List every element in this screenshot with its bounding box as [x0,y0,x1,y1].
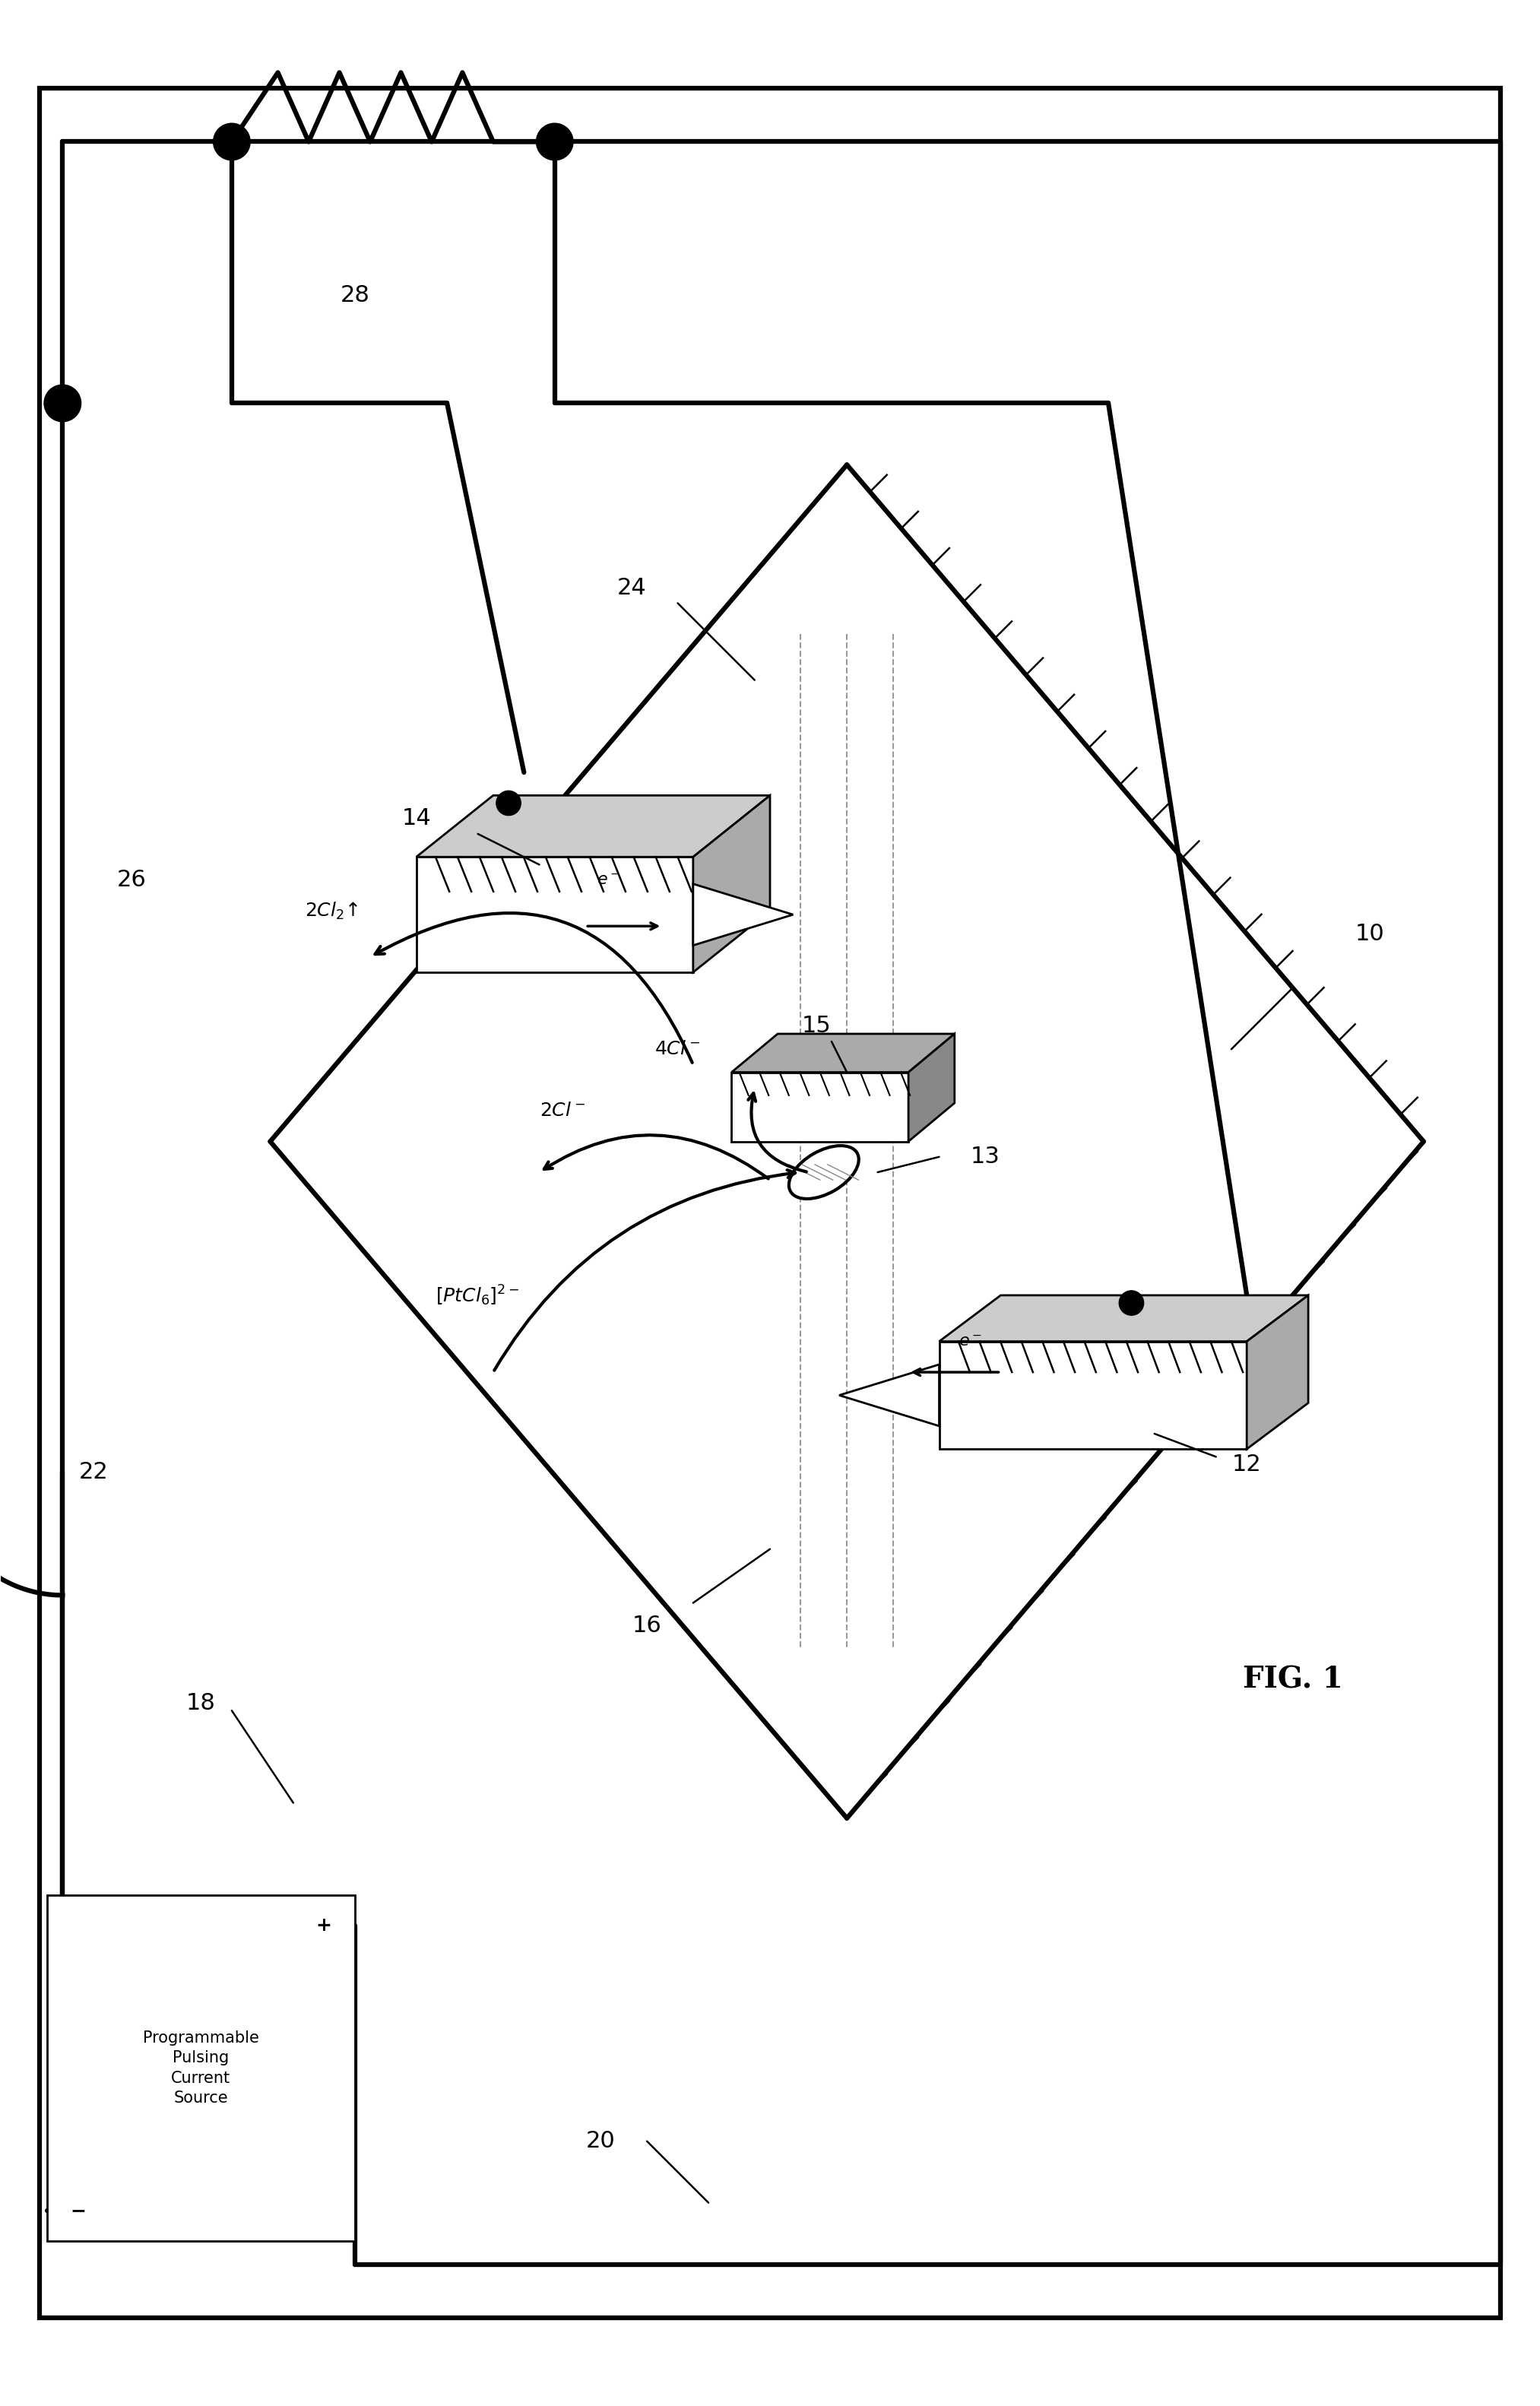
Text: 28: 28 [340,284,370,306]
Text: 13: 13 [970,1145,999,1167]
Text: $2Cl^-$: $2Cl^-$ [539,1102,585,1119]
Polygon shape [839,1364,939,1427]
Text: 10: 10 [1355,924,1384,946]
Polygon shape [909,1035,955,1140]
Text: 15: 15 [801,1015,832,1037]
Bar [48,1896,354,2240]
Polygon shape [732,1073,909,1140]
Text: 18: 18 [186,1691,216,1713]
Text: 14: 14 [402,808,431,830]
Circle shape [213,123,249,161]
Circle shape [536,123,573,161]
Text: 24: 24 [618,577,647,599]
Polygon shape [693,796,770,972]
Ellipse shape [788,1145,859,1198]
Text: +: + [316,1918,333,1934]
Text: −: − [69,2201,86,2218]
Polygon shape [939,1343,1247,1448]
Polygon shape [416,857,693,972]
Polygon shape [416,796,770,857]
Polygon shape [732,1035,955,1073]
Circle shape [1120,1290,1144,1316]
Text: 26: 26 [117,869,146,890]
Polygon shape [1247,1294,1309,1448]
Text: $[PtCl_6]^{2-}$: $[PtCl_6]^{2-}$ [436,1282,519,1306]
Polygon shape [693,883,793,946]
Polygon shape [939,1294,1309,1343]
Text: 22: 22 [79,1460,108,1482]
Circle shape [45,385,82,421]
Text: Programmable
Pulsing
Current
Source: Programmable Pulsing Current Source [143,2031,259,2105]
Text: $e^-$: $e^-$ [958,1333,981,1350]
Circle shape [496,792,521,816]
Text: 12: 12 [1232,1453,1261,1475]
Text: $4Cl^-$: $4Cl^-$ [654,1039,701,1059]
Text: FIG. 1: FIG. 1 [1243,1665,1343,1694]
Text: $2Cl_2\!\uparrow$: $2Cl_2\!\uparrow$ [305,900,359,921]
Text: 16: 16 [633,1614,662,1636]
Text: $e^-$: $e^-$ [596,873,621,888]
Text: 20: 20 [587,2129,616,2153]
